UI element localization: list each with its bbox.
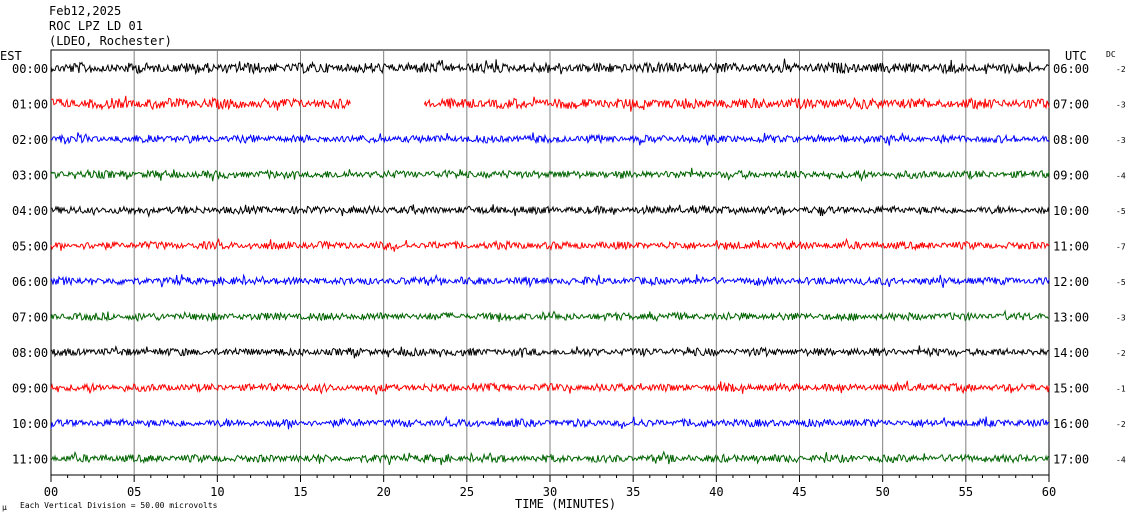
trace-0800: [50, 345, 1050, 359]
trace-0400: [51, 204, 1050, 218]
trace-1000: [50, 415, 1050, 430]
left-zone-label: EST: [0, 49, 22, 63]
dc-offset-value: -3: [1116, 314, 1126, 323]
x-tick-label: 45: [792, 485, 806, 499]
trace-0500: [50, 237, 1050, 252]
dc-offset-value: -2: [1116, 349, 1126, 358]
est-hour-label: 10:00: [12, 417, 48, 431]
plot-date: Feb12,2025: [49, 4, 122, 18]
utc-hour-label: 10:00: [1053, 204, 1089, 218]
est-hour-label: 09:00: [12, 382, 48, 396]
micro-symbol: μ: [2, 503, 7, 512]
scale-note: Each Vertical Division = 50.00 microvolt…: [20, 501, 218, 510]
utc-hour-label: 06:00: [1053, 62, 1089, 76]
x-tick-label: 30: [543, 485, 557, 499]
utc-hour-label: 12:00: [1053, 275, 1089, 289]
x-tick-label: 00: [44, 485, 58, 499]
utc-hour-label: 17:00: [1053, 453, 1089, 467]
seismic-traces: [50, 58, 1050, 466]
dc-offset-value: -5: [1116, 278, 1126, 287]
trace-0300: [50, 167, 1050, 183]
chart-grid: [50, 49, 1050, 476]
utc-hour-label: 14:00: [1053, 346, 1089, 360]
x-tick-label: 60: [1042, 485, 1056, 499]
dc-offset-value: -4: [1116, 456, 1126, 465]
trace-1100: [50, 450, 1050, 466]
est-hour-label: 01:00: [12, 98, 48, 112]
station-code: ROC LPZ LD 01: [49, 19, 143, 33]
utc-hour-label: 07:00: [1053, 98, 1089, 112]
est-hour-label: 02:00: [12, 133, 48, 147]
x-tick-label: 05: [127, 485, 141, 499]
dc-offset-value: -3: [1116, 101, 1126, 110]
est-hour-label: 08:00: [12, 346, 48, 360]
right-zone-label: UTC: [1065, 49, 1087, 63]
trace-0900: [50, 380, 1050, 395]
trace-0600: [50, 273, 1050, 289]
utc-hour-label: 16:00: [1053, 417, 1089, 431]
est-hour-label: 00:00: [12, 62, 48, 76]
dc-offset-value: -7: [1116, 243, 1126, 252]
utc-hour-label: 13:00: [1053, 311, 1089, 325]
dc-offset-value: -2: [1116, 65, 1126, 74]
est-hour-label: 04:00: [12, 204, 48, 218]
dc-offset-value: -2: [1116, 420, 1126, 429]
trace-0000: [50, 58, 1050, 76]
x-tick-label: 55: [959, 485, 973, 499]
dc-offset-value: -1: [1116, 385, 1126, 394]
x-tick-label: 40: [709, 485, 723, 499]
utc-hour-label: 09:00: [1053, 169, 1089, 183]
dc-offset-value: -5: [1116, 207, 1126, 216]
x-tick-label: 10: [210, 485, 224, 499]
row-labels: 00:00 06:00 -2 01:00 07:00 -3 02:00 08:00 -3 03:0…: [12, 62, 1126, 467]
utc-hour-label: 15:00: [1053, 382, 1089, 396]
est-hour-label: 11:00: [12, 453, 48, 467]
x-tick-label: 25: [460, 485, 474, 499]
x-tick-label: 50: [875, 485, 889, 499]
utc-hour-label: 08:00: [1053, 133, 1089, 147]
est-hour-label: 03:00: [12, 169, 48, 183]
dc-label: DC: [1106, 50, 1116, 59]
est-hour-label: 07:00: [12, 311, 48, 325]
est-hour-label: 05:00: [12, 240, 48, 254]
utc-hour-label: 11:00: [1053, 240, 1089, 254]
trace-0100: [50, 95, 351, 111]
x-tick-label: 35: [626, 485, 640, 499]
trace-0700: [50, 309, 1050, 323]
x-tick-label: 15: [293, 485, 307, 499]
dc-offset-value: -4: [1116, 172, 1126, 181]
network-name: (LDEO, Rochester): [49, 34, 172, 48]
x-axis-label: TIME (MINUTES): [515, 497, 616, 511]
dc-offset-value: -3: [1116, 136, 1126, 145]
x-tick-label: 20: [376, 485, 390, 499]
trace-0200: [50, 131, 1050, 146]
trace-0100: [423, 96, 1050, 112]
est-hour-label: 06:00: [12, 275, 48, 289]
x-axis-ticks: 00 05 10 15 20 25 30 35 40 45 50 55 60: [44, 475, 1056, 499]
